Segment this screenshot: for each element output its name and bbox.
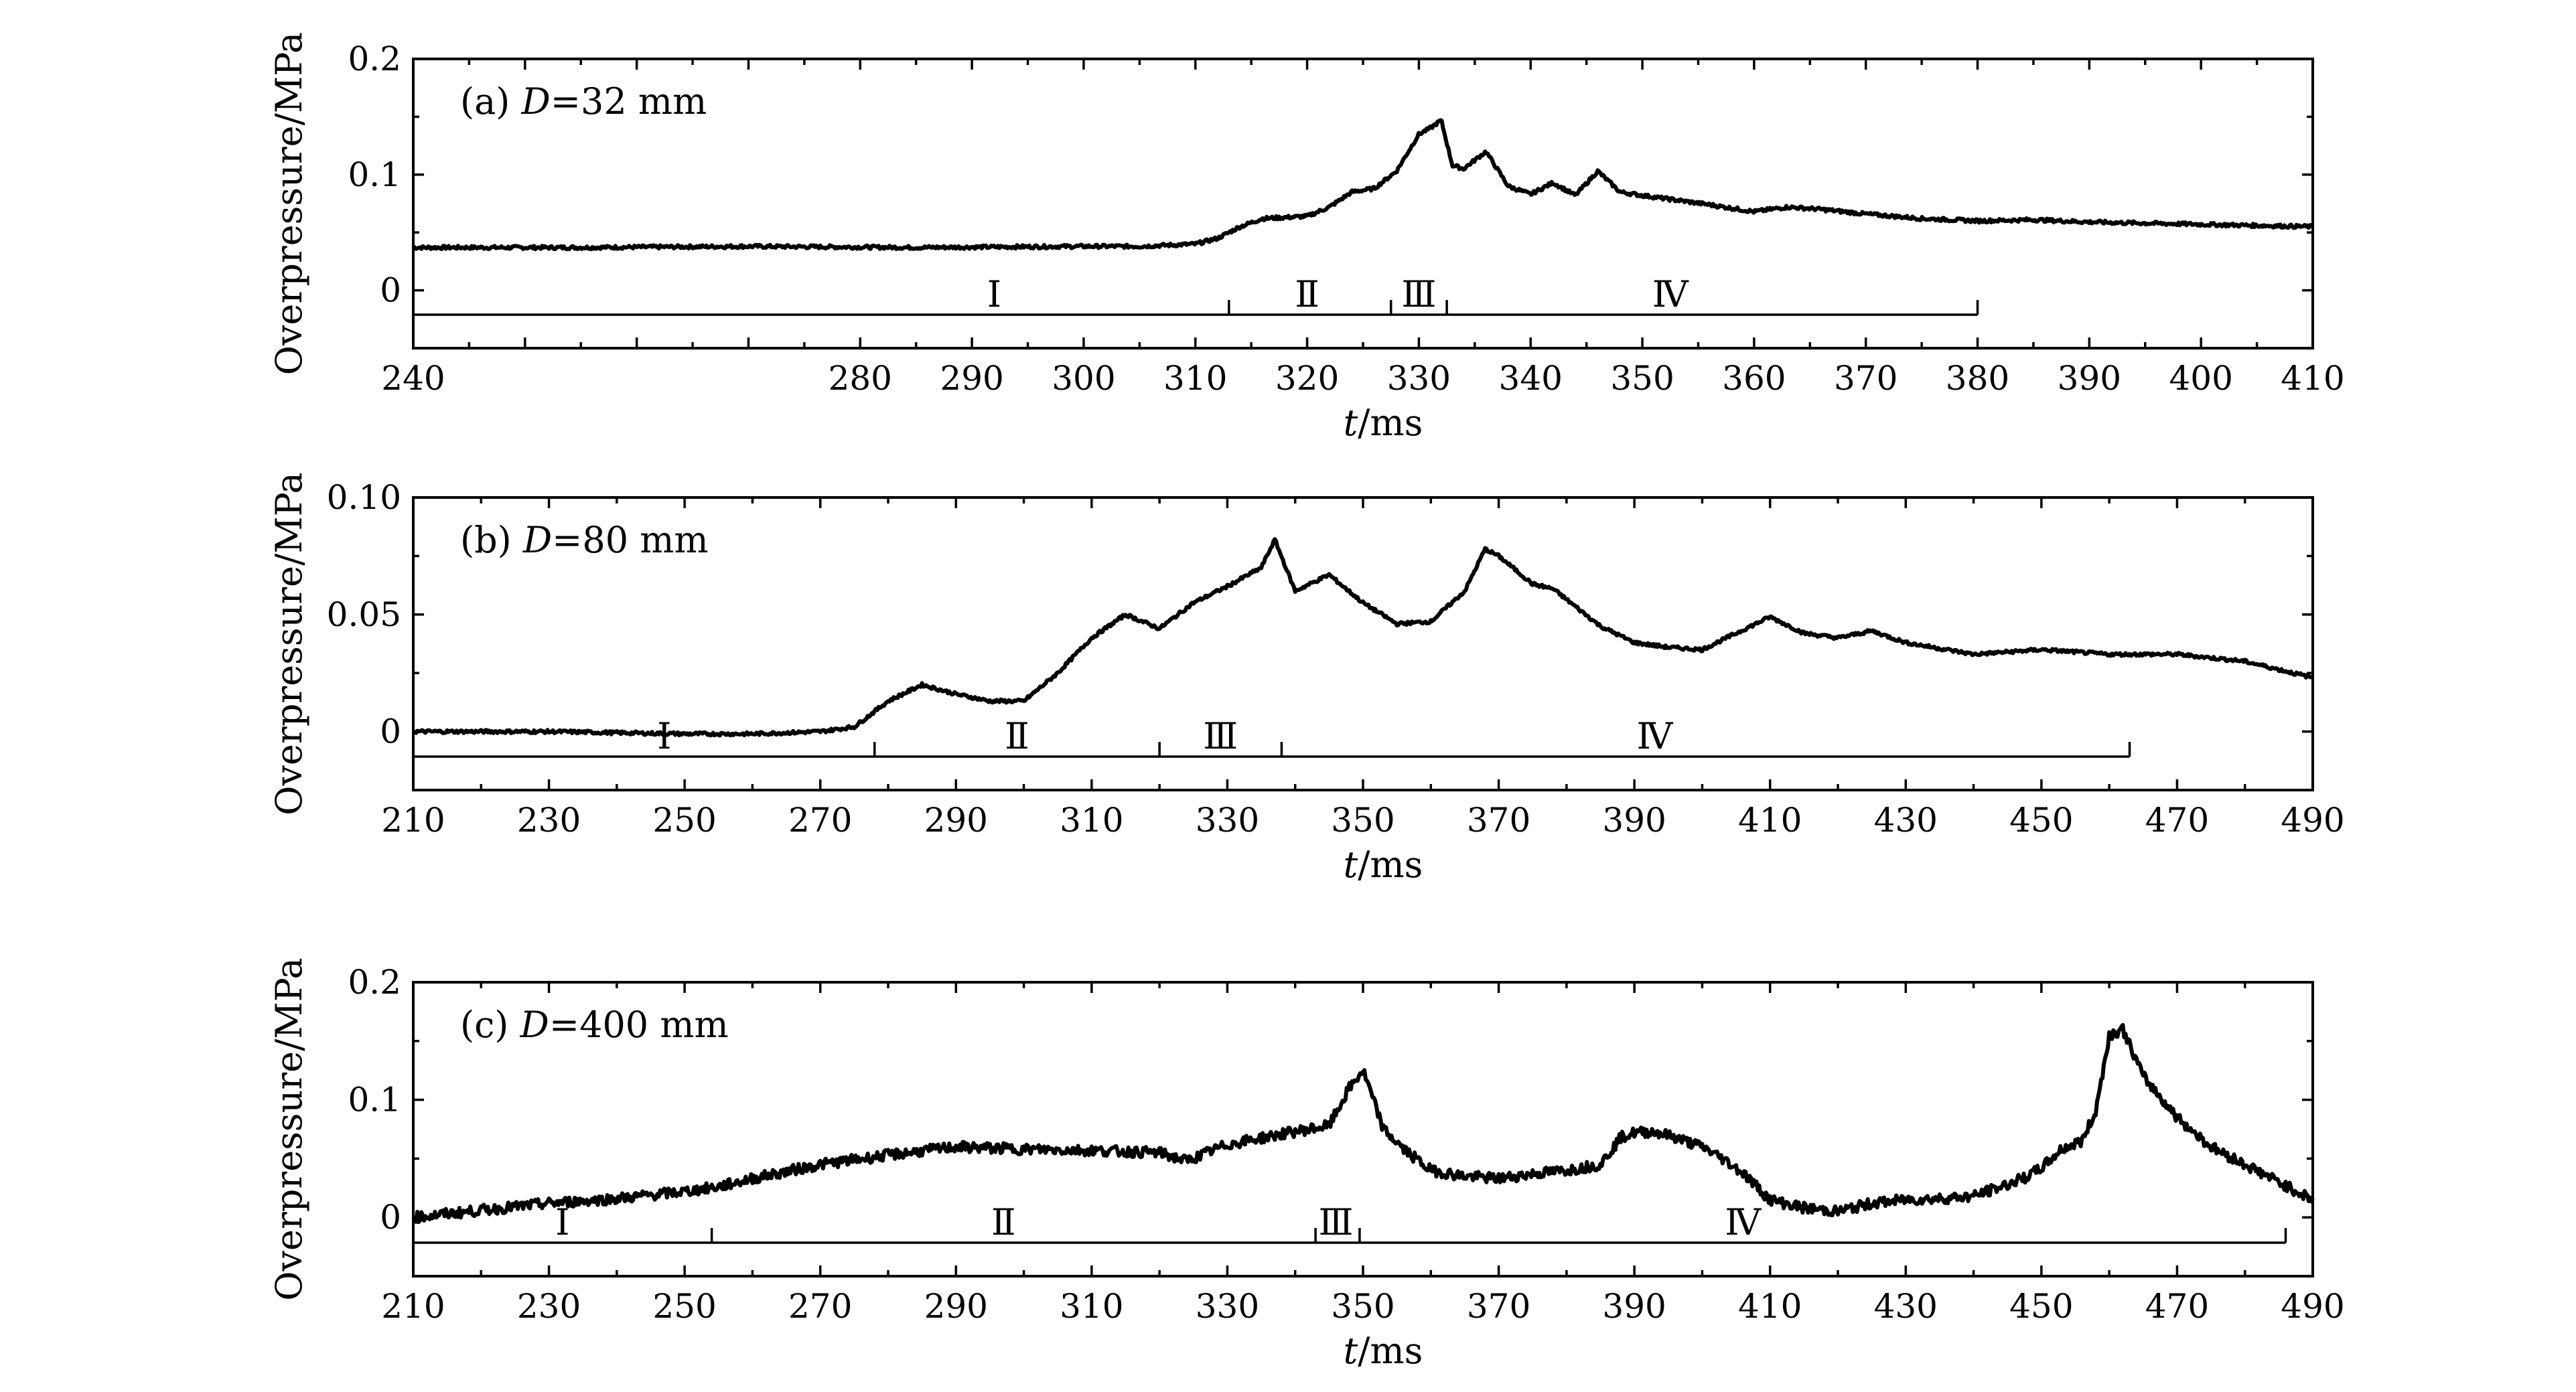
stage-label: Ⅳ xyxy=(1637,715,1674,757)
x-tick-label: 390 xyxy=(1602,1287,1666,1326)
y-tick-label: 0.1 xyxy=(348,1081,401,1119)
overpressure-curve xyxy=(412,537,2314,738)
x-tick-label: 340 xyxy=(1499,359,1563,398)
panel-label: (c) D=400 mm xyxy=(460,1004,729,1046)
panel-label: (a) D=32 mm xyxy=(460,80,707,123)
x-tick-label: 210 xyxy=(381,801,445,840)
x-tick-label: 470 xyxy=(2145,801,2209,840)
y-axis-title: Overpressure/MPa xyxy=(268,32,310,375)
y-tick-label: 0.1 xyxy=(348,155,401,194)
x-tick-label: 450 xyxy=(2009,1287,2073,1326)
x-tick-label: 390 xyxy=(2058,359,2121,398)
x-tick-label: 230 xyxy=(517,801,581,840)
y-axis-title: Overpressure/MPa xyxy=(268,957,310,1300)
x-tick-label: 330 xyxy=(1196,801,1259,840)
x-tick-label: 380 xyxy=(1946,359,2009,398)
x-tick-label: 350 xyxy=(1331,1287,1394,1326)
x-tick-label: 250 xyxy=(652,801,716,840)
x-axis-title: t/ms xyxy=(1344,402,1423,444)
stage-label: Ⅱ xyxy=(1005,715,1029,757)
y-tick-label: 0 xyxy=(380,271,401,310)
x-tick-label: 490 xyxy=(2281,1287,2344,1326)
y-tick-label: 0 xyxy=(380,712,401,751)
stage-label: Ⅳ xyxy=(1652,273,1689,315)
x-tick-label: 450 xyxy=(2009,801,2073,840)
x-tick-label: 330 xyxy=(1196,1287,1259,1326)
x-tick-label: 410 xyxy=(2281,359,2344,398)
x-tick-label: 370 xyxy=(1467,801,1530,840)
overpressure-curve xyxy=(413,118,2315,252)
x-tick-label: 310 xyxy=(1060,801,1123,840)
x-tick-label: 490 xyxy=(2281,801,2344,840)
x-tick-label: 470 xyxy=(2145,1287,2209,1326)
x-tick-label: 230 xyxy=(517,1287,581,1326)
x-tick-label: 290 xyxy=(924,801,988,840)
y-tick-label: 0.2 xyxy=(348,40,401,78)
x-tick-label: 310 xyxy=(1163,359,1227,398)
x-tick-label: 360 xyxy=(1722,359,1786,398)
stage-label: Ⅲ xyxy=(1203,715,1238,757)
y-tick-label: 0.2 xyxy=(348,963,401,1002)
stage-label: Ⅰ xyxy=(555,1201,569,1243)
x-tick-label: 250 xyxy=(652,1287,716,1326)
x-tick-label: 240 xyxy=(381,359,445,398)
x-tick-label: 300 xyxy=(1052,359,1115,398)
x-tick-label: 400 xyxy=(2169,359,2232,398)
x-tick-label: 310 xyxy=(1060,1287,1123,1326)
overpressure-curve xyxy=(411,1022,2315,1225)
x-tick-label: 390 xyxy=(1602,801,1666,840)
x-tick-label: 280 xyxy=(829,359,892,398)
x-tick-label: 270 xyxy=(788,801,852,840)
chart-panel-1: 240 280 290 300 310 320 330 340 350 360 370 380 390 4… xyxy=(268,32,2345,444)
stage-label: Ⅱ xyxy=(1295,273,1319,315)
x-tick-label: 350 xyxy=(1610,359,1674,398)
chart-panel-3: 210 230 250 270 290 310 330 350 370 390 410 430 450 4… xyxy=(268,957,2345,1372)
x-tick-label: 430 xyxy=(1874,1287,1938,1326)
x-tick-label: 410 xyxy=(1738,801,1802,840)
x-tick-label: 410 xyxy=(1738,1287,1802,1326)
x-tick-label: 320 xyxy=(1275,359,1339,398)
x-tick-label: 330 xyxy=(1387,359,1451,398)
stage-label: Ⅳ xyxy=(1725,1201,1762,1243)
x-tick-label: 350 xyxy=(1331,801,1394,840)
stage-label: Ⅲ xyxy=(1401,273,1436,315)
y-tick-label: 0 xyxy=(380,1198,401,1237)
x-axis-title: t/ms xyxy=(1344,844,1423,886)
chart-panel-2: 210 230 250 270 290 310 330 350 370 390 410 430 450 4… xyxy=(268,472,2345,886)
x-tick-label: 290 xyxy=(924,1287,988,1326)
x-tick-label: 370 xyxy=(1834,359,1898,398)
panel-label: (b) D=80 mm xyxy=(460,519,709,561)
stage-label: Ⅰ xyxy=(987,273,1001,315)
x-tick-label: 430 xyxy=(1874,801,1938,840)
stage-label: Ⅲ xyxy=(1318,1201,1353,1243)
y-tick-label: 0.10 xyxy=(327,478,401,517)
x-tick-label: 210 xyxy=(381,1287,445,1326)
x-tick-label: 290 xyxy=(940,359,1003,398)
x-axis-title: t/ms xyxy=(1344,1330,1423,1372)
y-axis-title: Overpressure/MPa xyxy=(268,472,310,815)
y-tick-label: 0.05 xyxy=(327,595,401,634)
x-tick-label: 270 xyxy=(788,1287,852,1326)
x-tick-label: 370 xyxy=(1467,1287,1530,1326)
stage-label: Ⅱ xyxy=(991,1201,1016,1243)
